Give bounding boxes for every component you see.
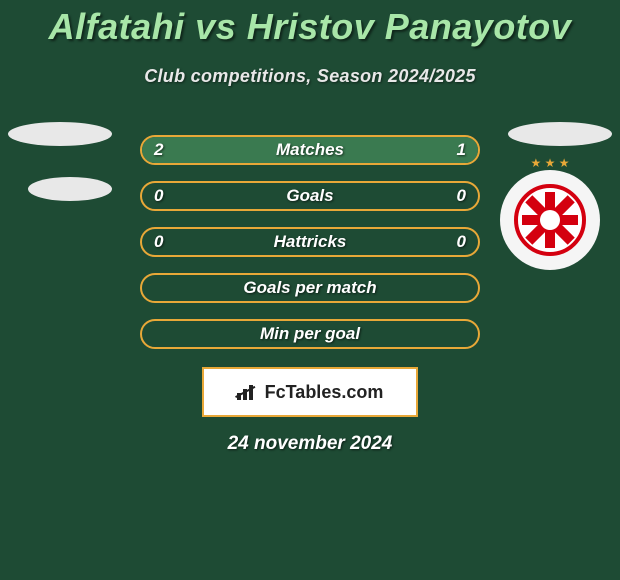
stat-row: 0 0 Goals <box>0 173 620 219</box>
stat-value-left: 0 <box>154 232 163 252</box>
stat-label: Matches <box>276 140 344 160</box>
stat-value-right: 0 <box>457 232 466 252</box>
stat-bar: 2 1 Matches <box>140 135 480 165</box>
stat-bar: 0 0 Goals <box>140 181 480 211</box>
stat-bar: Min per goal <box>140 319 480 349</box>
attribution-text: FcTables.com <box>265 382 384 403</box>
crest-center-icon <box>540 210 560 230</box>
attribution-box[interactable]: FcTables.com <box>202 367 418 417</box>
stat-row: 0 0 Hattricks <box>0 219 620 265</box>
stat-row: Min per goal <box>0 311 620 357</box>
stat-value-left: 0 <box>154 186 163 206</box>
stat-label: Hattricks <box>274 232 347 252</box>
stats-container: 2 1 Matches 0 0 Goals 0 0 Hattricks Goals per mat… <box>0 127 620 357</box>
page-subtitle: Club competitions, Season 2024/2025 <box>0 66 620 87</box>
date-label: 24 november 2024 <box>0 433 620 455</box>
stat-label: Goals per match <box>243 278 376 298</box>
stat-row: Goals per match <box>0 265 620 311</box>
chart-icon <box>237 384 259 400</box>
stat-value-right: 1 <box>457 140 466 160</box>
stat-value-right: 0 <box>457 186 466 206</box>
stat-label: Goals <box>286 186 333 206</box>
stat-row: 2 1 Matches <box>0 127 620 173</box>
stat-label: Min per goal <box>260 324 360 344</box>
stat-bar: 0 0 Hattricks <box>140 227 480 257</box>
page-title: Alfatahi vs Hristov Panayotov <box>0 0 620 48</box>
stat-value-left: 2 <box>154 140 163 160</box>
stat-bar: Goals per match <box>140 273 480 303</box>
